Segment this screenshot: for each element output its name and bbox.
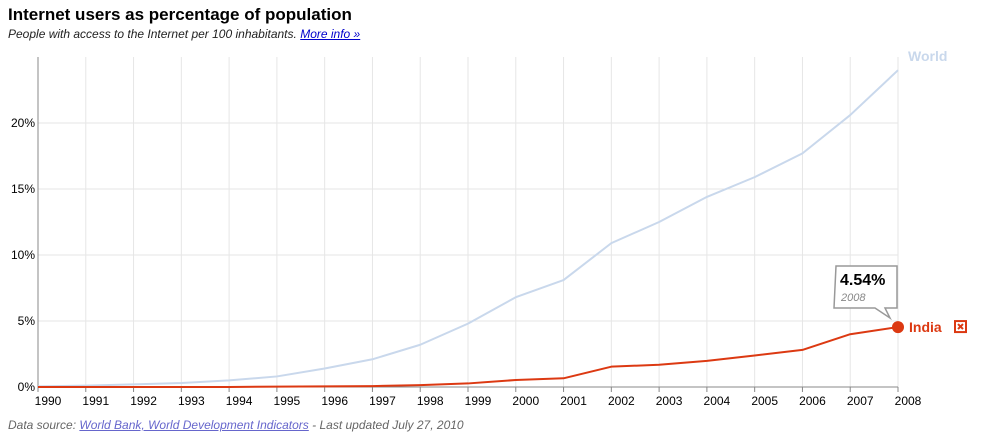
x-tick-label: 1991: [82, 394, 109, 408]
x-tick-label: 1992: [130, 394, 157, 408]
tooltip-year: 2008: [840, 292, 866, 304]
y-tick-label: 15%: [11, 182, 35, 196]
x-tick-label: 1999: [465, 394, 492, 408]
chart-subtitle: People with access to the Internet per 1…: [8, 27, 360, 41]
x-tick-label: 2008: [895, 394, 922, 408]
subtitle-text: People with access to the Internet per 1…: [8, 27, 297, 41]
x-tick-label: 2005: [751, 394, 778, 408]
series-label-india: India: [909, 319, 942, 335]
last-updated: - Last updated July 27, 2010: [308, 418, 464, 432]
x-tick-label: 1995: [274, 394, 301, 408]
series-line-india: [38, 326, 899, 388]
series-line-world: [37, 69, 899, 388]
y-tick-label: 5%: [18, 314, 36, 328]
close-box-icon[interactable]: [954, 320, 967, 334]
more-info-link[interactable]: More info »: [300, 27, 361, 41]
x-tick-label: 1996: [321, 394, 348, 408]
x-tick-label: 2004: [704, 394, 731, 408]
line-chart: 0% 5% 10% 15% 20% 1990 1991 1992 1993 1994 1995 199…: [11, 48, 967, 408]
highlight-point-india: [892, 321, 904, 334]
x-tick-label: 2006: [799, 394, 826, 408]
x-tick-label: 1998: [417, 394, 444, 408]
series-label-world: World: [908, 48, 947, 64]
x-tick-label: 2002: [608, 394, 635, 408]
source-link[interactable]: World Bank, World Development Indicators: [79, 418, 309, 432]
x-tick-label: 1990: [35, 394, 62, 408]
tooltip-box: [833, 265, 898, 321]
y-tick-label: 20%: [11, 116, 35, 130]
y-tick-label: 10%: [11, 248, 35, 262]
x-tick-label: 1994: [226, 394, 253, 408]
chart-title: Internet users as percentage of populati…: [8, 5, 352, 24]
x-tick-label: 2001: [560, 394, 587, 408]
x-tick-label: 2003: [656, 394, 683, 408]
y-tick-label: 0%: [18, 380, 36, 394]
source-prefix: Data source:: [8, 418, 80, 432]
tooltip-value: 4.54%: [840, 272, 885, 289]
x-tick-label: 2000: [512, 394, 539, 408]
footer: Data source: World Bank, World Developme…: [8, 418, 464, 432]
x-tick-label: 2007: [847, 394, 874, 408]
x-tick-label: 1997: [369, 394, 396, 408]
x-tick-label: 1993: [178, 394, 205, 408]
